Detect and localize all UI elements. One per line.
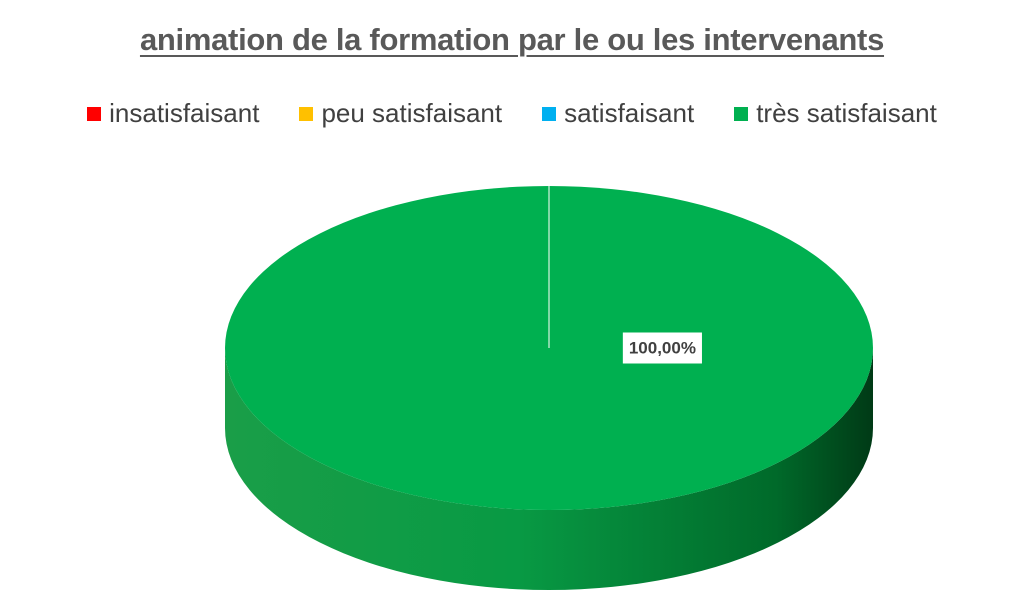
legend-label: très satisfaisant	[756, 98, 937, 128]
chart-legend: insatisfaisant peu satisfaisant satisfai…	[0, 98, 1024, 129]
data-label-box	[622, 332, 702, 364]
chart-title: animation de la formation par le ou les …	[139, 22, 885, 57]
legend-item-insatisfaisant: insatisfaisant	[87, 98, 259, 129]
legend-swatch	[299, 106, 314, 121]
legend-label: satisfaisant	[564, 98, 695, 128]
legend-label: insatisfaisant	[109, 98, 260, 128]
legend-label: peu satisfaisant	[321, 98, 503, 128]
data-label-text: 100,00%	[629, 339, 696, 358]
legend-item-satisfaisant: satisfaisant	[542, 98, 694, 129]
legend-swatch	[87, 106, 102, 121]
pie-side-wall	[225, 348, 873, 590]
legend-swatch	[734, 106, 749, 121]
data-label: 100,00%	[622, 332, 702, 364]
legend-item-tres-satisfaisant: très satisfaisant	[734, 98, 937, 129]
legend-swatch	[542, 106, 557, 121]
legend-item-peu-satisfaisant: peu satisfaisant	[299, 98, 502, 129]
